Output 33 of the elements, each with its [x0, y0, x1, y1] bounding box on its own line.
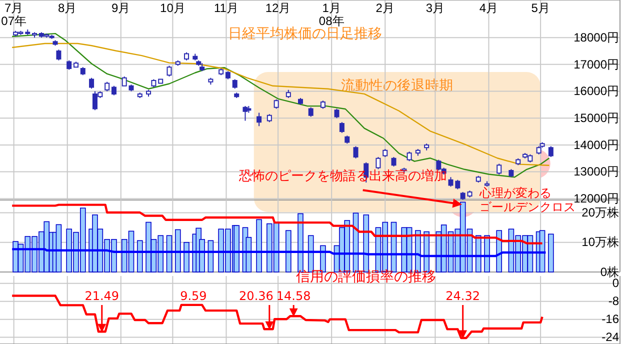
y-tick-label: -16 — [602, 312, 620, 326]
y-tick-label: -8 — [608, 294, 620, 308]
chart-title: 信用の評価損率の推移 — [296, 269, 436, 285]
y-tick-label: 15000円 — [574, 110, 619, 125]
y-tick-label: 18000円 — [574, 30, 619, 44]
y-tick-label: 0株 — [600, 264, 619, 279]
x-tick-label: 7月 07年 — [1, 1, 26, 28]
x-tick-label: 5月 — [531, 1, 550, 15]
x-tick-label: 9月 — [112, 1, 130, 15]
y-tick-label: 10万株 — [582, 235, 619, 250]
x-tick-label: 4月 — [479, 1, 498, 15]
annotation: 心理が変わる — [478, 186, 552, 200]
annotation: 9.59 — [180, 289, 207, 303]
annotation: 20.36 — [239, 289, 274, 303]
annotation: 21.49 — [84, 289, 120, 303]
y-tick-label: 17000円 — [574, 57, 619, 72]
x-tick-label: 2月 — [376, 1, 394, 15]
x-tick-label: 3月 — [426, 1, 445, 15]
text: 日経平均株価の日足推移 — [228, 26, 382, 42]
y-tick-label: 12000円 — [574, 192, 619, 206]
y-tick-label: 14000円 — [574, 138, 619, 152]
y-tick-label: 16000円 — [574, 84, 619, 98]
annotation: 14.58 — [276, 289, 311, 303]
y-tick-label: 13000円 — [574, 164, 619, 179]
x-tick-label: 10月 — [160, 1, 186, 15]
y-tick-label: 20万株 — [582, 206, 619, 220]
x-tick-label: 8月 — [58, 1, 77, 15]
x-tick-label: 11月 — [214, 1, 238, 15]
y-tick-label: -24 — [602, 330, 620, 344]
y-tick-label: 0 — [612, 276, 620, 290]
x-tick-label: 12月 — [265, 1, 291, 15]
annotation: 24.32 — [446, 289, 480, 303]
x-tick-label: 1月 08年 — [318, 1, 344, 28]
